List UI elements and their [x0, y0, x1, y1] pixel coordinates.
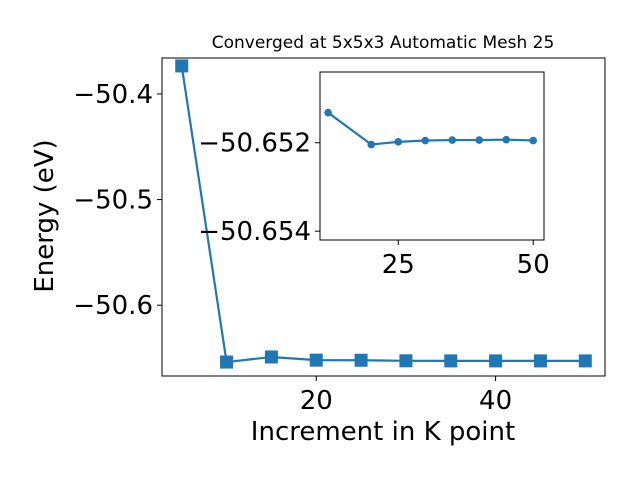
inset-data-point	[324, 108, 332, 117]
inset-x-tick-label: 50	[517, 250, 550, 280]
main-data-point	[578, 354, 592, 368]
y-axis-label: Energy (eV)	[30, 139, 60, 292]
inset-data-point	[502, 135, 511, 144]
main-data-point	[444, 354, 458, 368]
inset-plot: 25 50 −50.654 −50.652	[198, 71, 550, 280]
main-data-point	[399, 354, 413, 368]
inset-data-point	[475, 136, 484, 144]
chart-title: Converged at 5x5x3 Automatic Mesh 25	[212, 33, 555, 53]
inset-plot-background	[320, 72, 544, 240]
main-data-point	[489, 354, 503, 368]
main-data-point	[175, 59, 189, 73]
inset-data-point	[529, 136, 538, 145]
main-data-point	[309, 353, 323, 367]
main-data-point	[220, 355, 234, 369]
main-y-tick-label: −50.4	[73, 80, 153, 110]
x-axis-label: Increment in K point	[251, 417, 515, 447]
inset-plot-frame	[319, 71, 545, 241]
inset-y-tick-label: −50.652	[198, 129, 311, 159]
main-plot-frame	[161, 57, 606, 377]
main-y-tick-label: −50.5	[73, 186, 153, 216]
inset-x-tick-label: 25	[382, 250, 415, 280]
main-x-tick-label: 40	[479, 386, 512, 416]
main-data-point	[533, 354, 547, 368]
main-data-point	[264, 350, 278, 364]
inset-data-point	[421, 136, 430, 145]
main-y-tick-label: −50.6	[73, 291, 153, 321]
inset-data-point	[448, 136, 457, 144]
inset-data-point	[394, 138, 403, 146]
inset-series-line	[327, 111, 534, 146]
main-data-point	[354, 353, 368, 367]
inset-data-point	[367, 140, 376, 149]
inset-y-tick-label: −50.654	[198, 217, 311, 247]
main-x-tick-label: 20	[300, 386, 333, 416]
main-series-line	[180, 65, 586, 364]
